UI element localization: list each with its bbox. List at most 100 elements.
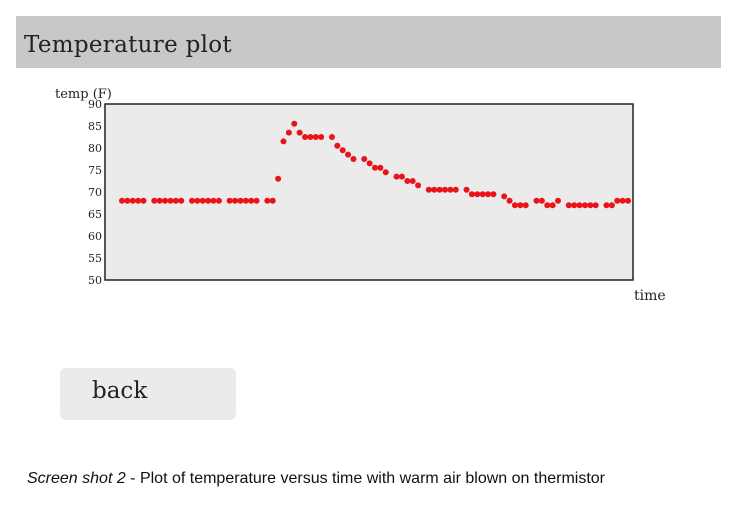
y-tick-label: 55 bbox=[88, 252, 102, 265]
data-point bbox=[538, 197, 545, 204]
y-tick-label: 75 bbox=[88, 164, 102, 177]
data-point bbox=[307, 134, 314, 140]
data-point bbox=[188, 197, 195, 204]
y-tick-label: 70 bbox=[88, 186, 102, 199]
data-point bbox=[441, 186, 448, 193]
data-point bbox=[549, 202, 556, 209]
data-point bbox=[248, 197, 255, 204]
data-point bbox=[608, 202, 615, 209]
data-point bbox=[555, 197, 562, 204]
data-point bbox=[226, 197, 233, 204]
data-point bbox=[474, 191, 481, 198]
data-point bbox=[269, 197, 276, 204]
data-point bbox=[366, 160, 373, 167]
data-point bbox=[194, 197, 201, 204]
data-point bbox=[463, 186, 470, 193]
data-point bbox=[490, 191, 497, 198]
data-points bbox=[119, 120, 631, 209]
data-point bbox=[425, 186, 432, 193]
data-point bbox=[339, 147, 346, 154]
data-point bbox=[581, 202, 588, 209]
y-tick-label: 80 bbox=[88, 142, 102, 155]
data-point bbox=[436, 186, 443, 193]
data-point bbox=[328, 134, 335, 140]
y-tick-label: 90 bbox=[88, 98, 102, 111]
data-point bbox=[377, 164, 384, 171]
data-point bbox=[479, 191, 486, 198]
data-point bbox=[318, 134, 325, 140]
data-point bbox=[172, 197, 179, 204]
data-point bbox=[264, 197, 271, 204]
data-point bbox=[345, 151, 352, 158]
data-point bbox=[232, 197, 239, 204]
data-point bbox=[398, 173, 405, 180]
data-point bbox=[156, 197, 163, 204]
data-point bbox=[506, 197, 513, 204]
y-axis-label: temp (F) bbox=[55, 87, 112, 102]
data-point bbox=[312, 134, 319, 140]
data-point bbox=[167, 197, 174, 204]
data-point bbox=[511, 202, 518, 209]
data-point bbox=[565, 202, 572, 209]
data-point bbox=[302, 134, 309, 140]
plot-area bbox=[104, 103, 634, 281]
page-title: Temperature plot bbox=[24, 32, 232, 58]
y-tick-label: 65 bbox=[88, 208, 102, 221]
data-point bbox=[393, 173, 400, 180]
y-tick-label: 85 bbox=[88, 120, 102, 133]
data-point bbox=[603, 202, 610, 209]
data-point bbox=[199, 197, 206, 204]
data-point bbox=[285, 129, 292, 136]
data-point bbox=[237, 197, 244, 204]
x-axis-label: time bbox=[634, 288, 666, 304]
caption: Screen shot 2 - Plot of temperature vers… bbox=[27, 470, 605, 488]
data-point bbox=[517, 202, 524, 209]
data-point bbox=[205, 197, 212, 204]
data-point bbox=[468, 191, 475, 198]
data-point bbox=[614, 197, 621, 204]
data-point bbox=[129, 197, 136, 204]
data-point bbox=[124, 197, 131, 204]
data-point bbox=[291, 120, 298, 127]
data-point bbox=[253, 197, 260, 204]
data-point bbox=[571, 202, 578, 209]
data-point bbox=[544, 202, 551, 209]
data-point bbox=[361, 156, 368, 162]
y-tick-label: 50 bbox=[88, 274, 102, 287]
temperature-chart: temp (F) 90 85 80 75 70 65 60 55 50 time bbox=[55, 87, 666, 304]
data-point bbox=[522, 202, 529, 209]
y-tick-label: 60 bbox=[88, 230, 102, 243]
data-point bbox=[592, 202, 599, 209]
data-point bbox=[296, 129, 303, 136]
data-point bbox=[452, 186, 459, 193]
data-point bbox=[178, 197, 185, 204]
data-point bbox=[151, 197, 158, 204]
y-axis-ticks: 90 85 80 75 70 65 60 55 50 bbox=[88, 98, 102, 287]
title-bar: Temperature plot bbox=[16, 16, 721, 68]
back-button-label: back bbox=[92, 378, 148, 404]
data-point bbox=[404, 178, 411, 184]
data-point bbox=[119, 197, 125, 204]
data-point bbox=[485, 191, 492, 198]
data-point bbox=[135, 197, 142, 204]
data-point bbox=[275, 175, 282, 182]
data-point bbox=[162, 197, 169, 204]
data-point bbox=[382, 169, 389, 176]
data-point bbox=[409, 178, 416, 184]
back-button[interactable]: back bbox=[60, 368, 236, 420]
data-point bbox=[210, 197, 217, 204]
data-point bbox=[215, 197, 222, 204]
data-point bbox=[242, 197, 249, 204]
data-point bbox=[501, 193, 508, 200]
data-point bbox=[334, 142, 341, 149]
caption-prefix: Screen shot 2 bbox=[27, 470, 126, 487]
data-point bbox=[533, 197, 540, 204]
data-point bbox=[576, 202, 583, 209]
caption-text: - Plot of temperature versus time with w… bbox=[125, 470, 606, 487]
data-point bbox=[372, 164, 378, 171]
data-point bbox=[447, 186, 454, 193]
data-point bbox=[415, 182, 422, 189]
data-point bbox=[619, 197, 626, 204]
data-point bbox=[140, 197, 147, 204]
data-point bbox=[350, 156, 357, 162]
